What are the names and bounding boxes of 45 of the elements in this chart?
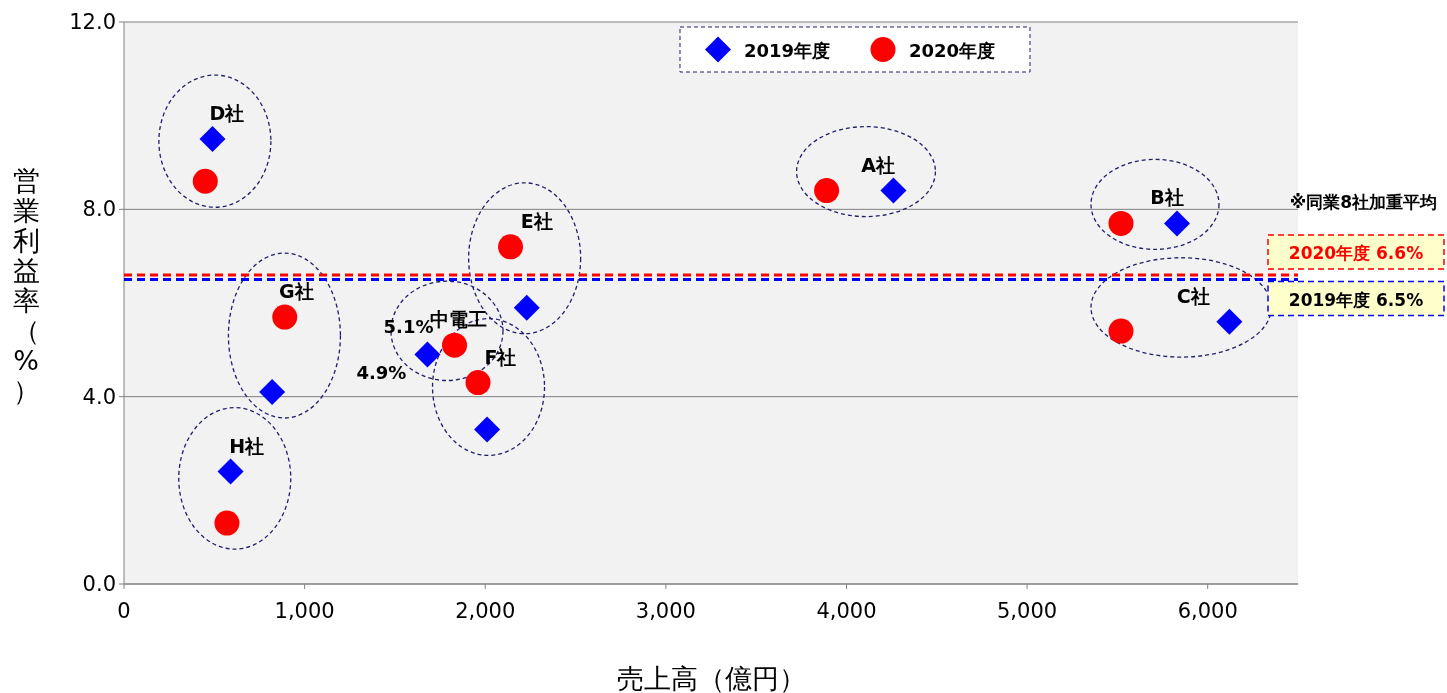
- annotation: G社: [279, 280, 314, 303]
- annotation: ※同業8社加重平均: [1289, 192, 1437, 212]
- y-tick-label: 12.0: [69, 10, 116, 34]
- point: [214, 510, 240, 536]
- point: [1216, 308, 1243, 335]
- point: [217, 458, 244, 485]
- point: [414, 341, 441, 368]
- y-tick-label: 8.0: [82, 197, 116, 222]
- x-tick-label: 1,000: [274, 599, 335, 623]
- x-tick-label: 3,000: [635, 599, 696, 623]
- x-tick-label: 2,000: [455, 599, 516, 623]
- annotation: F社: [484, 345, 517, 368]
- x-tick-label: 5,000: [997, 599, 1058, 623]
- x-axis-title: 売上高（億円）: [616, 663, 806, 693]
- annotation: D社: [209, 102, 245, 125]
- point: [272, 304, 298, 330]
- annotation: E社: [520, 209, 553, 232]
- point: [259, 378, 286, 405]
- ref-line-label: 2019年度 6.5%: [1288, 289, 1424, 310]
- point: [192, 168, 218, 194]
- annotation: C社: [1176, 284, 1210, 307]
- point: [814, 178, 840, 204]
- y-tick-label: 4.0: [82, 384, 116, 409]
- annotation: H社: [229, 434, 265, 457]
- point: [442, 332, 468, 358]
- annotation: B社: [1150, 186, 1184, 209]
- legend-label: 2019年度: [744, 39, 831, 61]
- point: [880, 177, 907, 204]
- legend-label: 2020年度: [909, 39, 996, 61]
- ref-line-label: 2020年度 6.6%: [1288, 242, 1424, 263]
- annotation: A社: [861, 153, 895, 176]
- point: [474, 416, 501, 443]
- y-tick-label: 0.0: [82, 572, 116, 596]
- data-label: 4.9%: [356, 361, 407, 383]
- x-tick-label: 6,000: [1177, 599, 1238, 623]
- point: [465, 370, 491, 396]
- y-axis-title: 営業利益率（%）: [12, 165, 40, 406]
- x-tick-label: 0: [117, 599, 131, 623]
- point: [1108, 210, 1134, 236]
- point: [199, 126, 226, 153]
- point: [1163, 210, 1190, 237]
- point: [498, 234, 524, 260]
- x-tick-label: 4,000: [816, 599, 877, 623]
- point: [1108, 318, 1134, 344]
- point: [513, 294, 540, 321]
